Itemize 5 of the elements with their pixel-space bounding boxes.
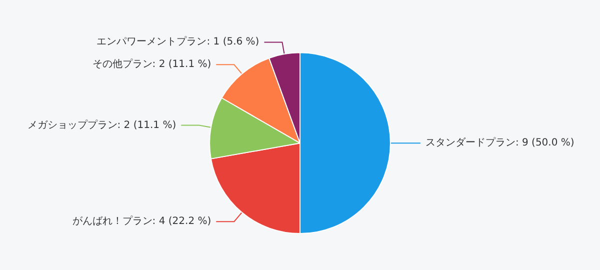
slice-label: エンパワーメントプラン: 1 (5.6 %) bbox=[96, 36, 260, 48]
slice-label: スタンダードプラン: 9 (50.0 %) bbox=[425, 136, 574, 149]
slice-label: その他プラン: 2 (11.1 %) bbox=[92, 58, 212, 70]
slice-label: がんばれ！プラン: 4 (22.2 %) bbox=[72, 215, 212, 228]
slice-label: メガショッププラン: 2 (11.1 %) bbox=[27, 118, 176, 131]
